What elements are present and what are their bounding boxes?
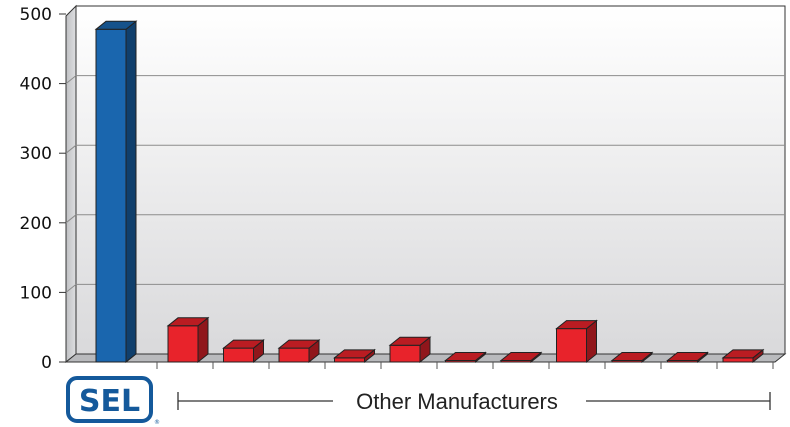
bar-top xyxy=(277,339,321,349)
bar-front xyxy=(556,328,587,363)
y-tick-label: 300 xyxy=(20,144,52,164)
bar-top xyxy=(499,352,543,361)
x-axis-ticks xyxy=(156,362,774,369)
sel-logo-registered-mark: ® xyxy=(154,419,160,426)
side-gridline xyxy=(65,75,77,84)
bar-sel xyxy=(94,20,138,364)
bar-top xyxy=(166,317,210,327)
other-manufacturers-bracket: Other Manufacturers xyxy=(177,389,771,414)
bar-front xyxy=(278,347,310,363)
bar-other-manufacturer xyxy=(277,339,321,364)
y-tick-label: 500 xyxy=(20,5,52,25)
bar-top xyxy=(333,349,376,359)
bar-top xyxy=(555,320,598,330)
y-tick-label: 200 xyxy=(20,214,52,234)
bar-front xyxy=(167,325,199,363)
bar-other-manufacturer xyxy=(222,339,265,364)
bar-other-manufacturer xyxy=(721,348,765,364)
bar-front xyxy=(722,357,754,363)
bar-other-manufacturer xyxy=(166,316,210,364)
bar-other-manufacturer xyxy=(388,336,432,364)
bar-other-manufacturer xyxy=(610,351,654,364)
gridlines xyxy=(65,75,785,293)
bar-front xyxy=(95,28,127,363)
bar-top xyxy=(444,352,487,361)
sel-logo-frame xyxy=(66,376,153,423)
bar-top xyxy=(94,20,138,30)
bar-front xyxy=(223,347,254,363)
bar-other-manufacturer xyxy=(499,351,543,364)
bar-top xyxy=(222,339,265,349)
bar-other-manufacturer xyxy=(333,348,376,364)
bar-front xyxy=(389,344,421,363)
bar-top xyxy=(610,352,654,361)
sel-logo: SEL ® xyxy=(66,376,160,426)
bar-side xyxy=(125,20,137,364)
other-manufacturers-label: Other Manufacturers xyxy=(356,389,558,414)
side-gridline xyxy=(65,214,77,224)
bar-top xyxy=(666,352,709,361)
y-axis: 0 100 200 300 400 500 xyxy=(20,5,66,373)
bar-other-manufacturer xyxy=(666,351,709,364)
bar-other-manufacturer xyxy=(555,319,598,364)
bars xyxy=(94,20,765,364)
bar-other-manufacturer xyxy=(444,351,487,364)
bar-front xyxy=(334,357,365,363)
sel-logo-text: SEL xyxy=(79,384,140,419)
y-tick-label: 400 xyxy=(20,75,52,95)
plot-side-wall xyxy=(65,4,77,364)
bar-top xyxy=(721,349,765,359)
plot-back-wall xyxy=(75,5,786,355)
y-tick-label: 100 xyxy=(20,283,52,303)
side-gridline xyxy=(65,144,77,154)
y-tick-label: 0 xyxy=(41,353,52,373)
bar-top xyxy=(388,336,432,346)
side-gridline xyxy=(65,284,77,293)
